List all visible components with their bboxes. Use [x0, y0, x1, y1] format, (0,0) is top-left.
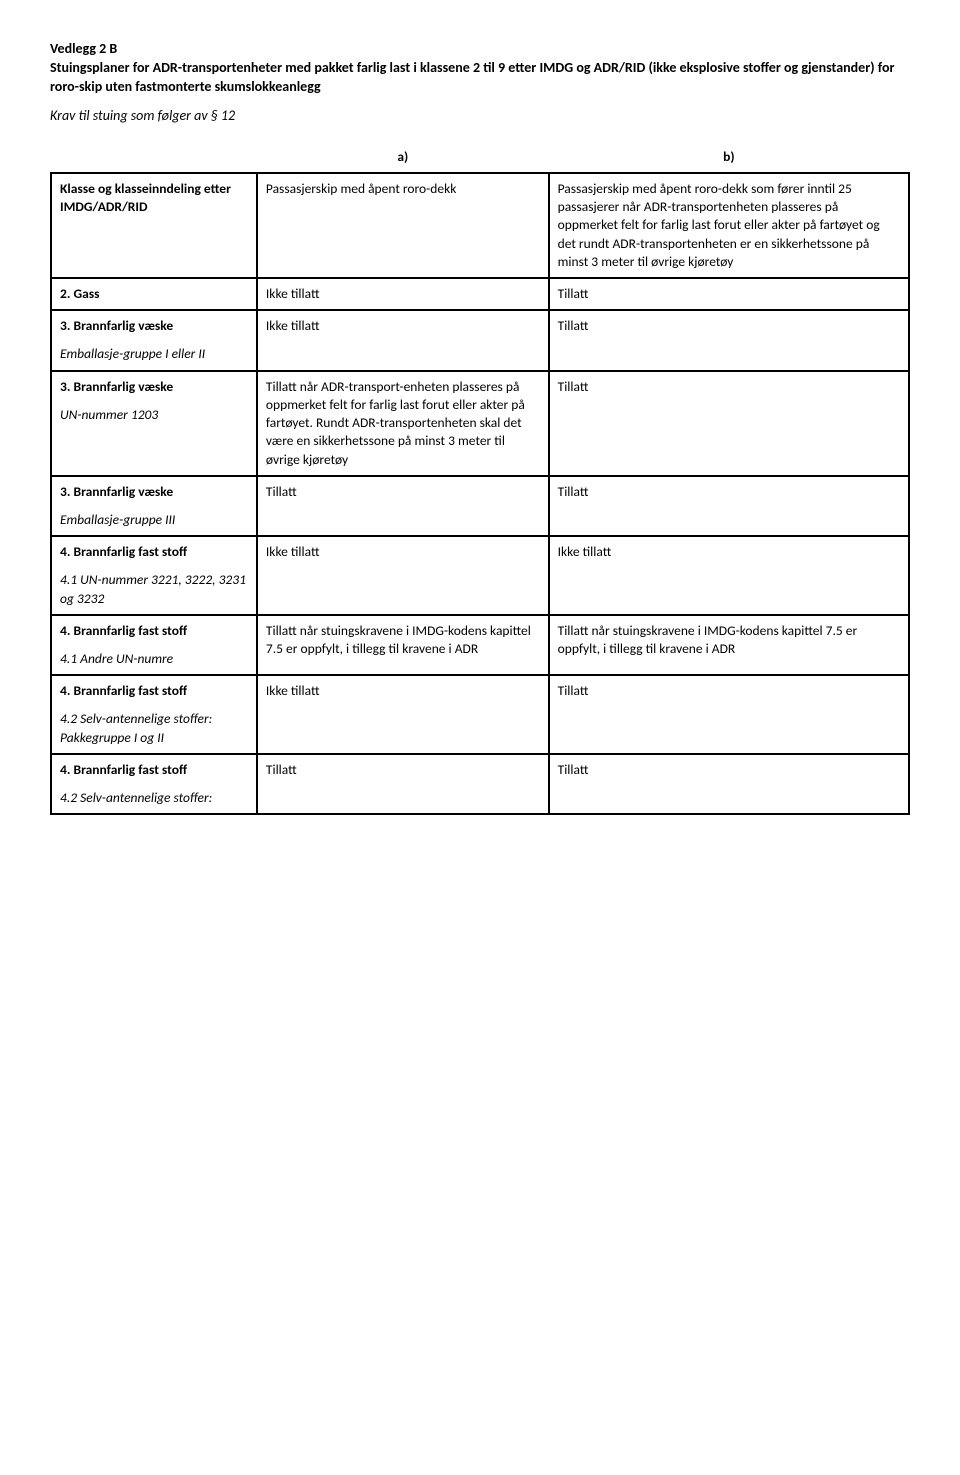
r3c-c1-bold: 3. Brannfarlig væske [60, 483, 248, 501]
hdr-c1: Klasse og klasseinndeling etter IMDG/ADR… [51, 173, 257, 278]
r4b-c1-bold: 4. Brannfarlig fast stoff [60, 622, 248, 640]
row-4c: 4. Brannfarlig fast stoff 4.2 Selv-anten… [51, 675, 909, 754]
row-4b: 4. Brannfarlig fast stoff 4.1 Andre UN-n… [51, 615, 909, 675]
r3c-c2: Tillatt [257, 476, 549, 536]
r4c-c1: 4. Brannfarlig fast stoff 4.2 Selv-anten… [51, 675, 257, 754]
r3b-c1: 3. Brannfarlig væske UN-nummer 1203 [51, 371, 257, 476]
r4b-c3: Tillatt når stuingskravene i IMDG-kodens… [549, 615, 909, 675]
heading-line1: Stuingsplaner for ADR-transportenheter m… [50, 59, 894, 95]
r3a-c1-bold: 3. Brannfarlig væske [60, 317, 248, 335]
r2gass-c3: Tillatt [549, 278, 909, 310]
row-3a: 3. Brannfarlig væske Emballasje-gruppe I… [51, 310, 909, 370]
hdr-c3: Passasjerskip med åpent roro-dekk som fø… [549, 173, 909, 278]
r4c-c2: Ikke tillatt [257, 675, 549, 754]
ab-blank [51, 142, 257, 173]
subheading: Krav til stuing som følger av § 12 [50, 107, 910, 124]
r4a-c2: Ikke tillatt [257, 536, 549, 615]
r4c-c1-italic: 4.2 Selv-antennelige stoffer: Pakkegrupp… [60, 710, 248, 746]
r4d-c3: Tillatt [549, 754, 909, 814]
heading-block: Vedlegg 2 B Stuingsplaner for ADR-transp… [50, 40, 910, 97]
r4d-c1-bold: 4. Brannfarlig fast stoff [60, 761, 248, 779]
r3a-c1-italic: Emballasje-gruppe I eller II [60, 345, 248, 363]
row-2gass: 2. Gass Ikke tillatt Tillatt [51, 278, 909, 310]
heading-title: Vedlegg 2 B [50, 40, 117, 57]
r4a-c1-bold: 4. Brannfarlig fast stoff [60, 543, 248, 561]
r4c-c1-bold: 4. Brannfarlig fast stoff [60, 682, 248, 700]
r3a-c3: Tillatt [549, 310, 909, 370]
r3c-c3: Tillatt [549, 476, 909, 536]
r4d-c1: 4. Brannfarlig fast stoff 4.2 Selv-anten… [51, 754, 257, 814]
r4a-c3: Ikke tillatt [549, 536, 909, 615]
header-row: Klasse og klasseinndeling etter IMDG/ADR… [51, 173, 909, 278]
row-3c: 3. Brannfarlig væske Emballasje-gruppe I… [51, 476, 909, 536]
ab-row: a) b) [51, 142, 909, 173]
row-4a: 4. Brannfarlig fast stoff 4.1 UN-nummer … [51, 536, 909, 615]
r3b-c2: Tillatt når ADR-transport-enheten plasse… [257, 371, 549, 476]
r4c-c3: Tillatt [549, 675, 909, 754]
r3c-c1-italic: Emballasje-gruppe III [60, 511, 248, 529]
r4a-c1: 4. Brannfarlig fast stoff 4.1 UN-nummer … [51, 536, 257, 615]
r3b-c1-italic: UN-nummer 1203 [60, 406, 248, 424]
r3a-c2: Ikke tillatt [257, 310, 549, 370]
r3a-c1: 3. Brannfarlig væske Emballasje-gruppe I… [51, 310, 257, 370]
r3b-c3: Tillatt [549, 371, 909, 476]
ab-a: a) [257, 142, 549, 173]
hdr-c2: Passasjerskip med åpent roro-dekk [257, 173, 549, 278]
r4b-c1-italic: 4.1 Andre UN-numre [60, 650, 248, 668]
r3c-c1: 3. Brannfarlig væske Emballasje-gruppe I… [51, 476, 257, 536]
r4d-c2: Tillatt [257, 754, 549, 814]
r2gass-c2: Ikke tillatt [257, 278, 549, 310]
hdr-c1-text: Klasse og klasseinndeling etter IMDG/ADR… [60, 180, 231, 215]
ab-b: b) [549, 142, 909, 173]
r4b-c2: Tillatt når stuingskravene i IMDG-kodens… [257, 615, 549, 675]
r3b-c1-bold: 3. Brannfarlig væske [60, 378, 248, 396]
r2gass-c1: 2. Gass [51, 278, 257, 310]
row-3b: 3. Brannfarlig væske UN-nummer 1203 Till… [51, 371, 909, 476]
row-4d: 4. Brannfarlig fast stoff 4.2 Selv-anten… [51, 754, 909, 814]
r4a-c1-italic: 4.1 UN-nummer 3221, 3222, 3231 og 3232 [60, 571, 248, 607]
stowage-table: a) b) Klasse og klasseinndeling etter IM… [50, 142, 910, 816]
r4d-c1-italic: 4.2 Selv-antennelige stoffer: [60, 789, 248, 807]
r4b-c1: 4. Brannfarlig fast stoff 4.1 Andre UN-n… [51, 615, 257, 675]
